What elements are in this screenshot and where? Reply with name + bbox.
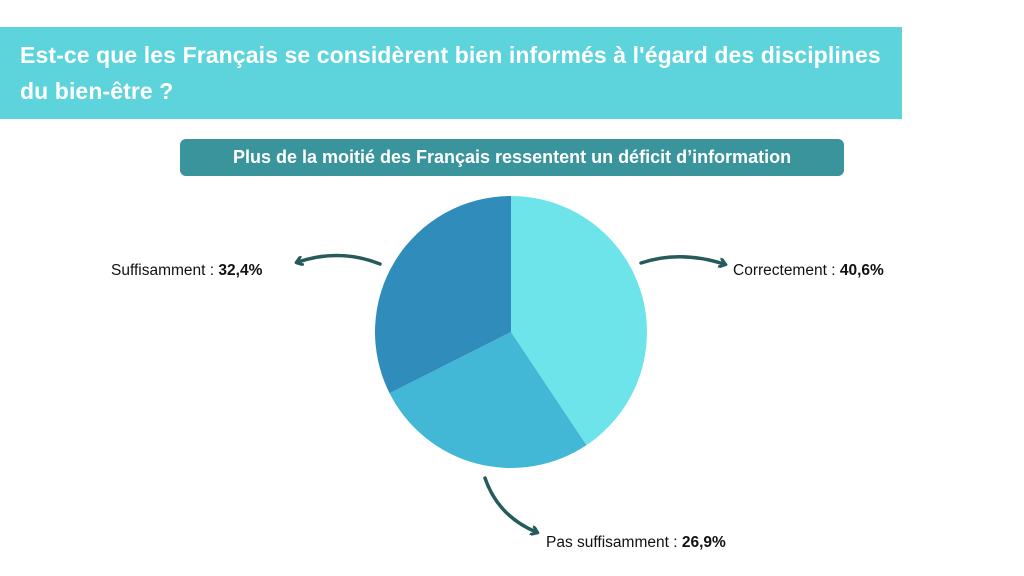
arrow-pas-suffisamment bbox=[483, 476, 536, 532]
arrow-correctement bbox=[639, 255, 724, 264]
label-pas-suffisamment: Pas suffisamment : 26,9% bbox=[546, 534, 726, 552]
page-title: Est-ce que les Français se considèrent b… bbox=[20, 42, 881, 104]
label-suffisamment: Suffisamment : 32,4% bbox=[111, 262, 262, 280]
arrow-suffisamment bbox=[298, 253, 382, 264]
subtitle-pill: Plus de la moitié des Français ressenten… bbox=[180, 139, 844, 176]
pie-slice-correctement bbox=[511, 196, 648, 446]
pie-slice-suffisamment bbox=[374, 196, 511, 394]
label-correctement-name: Correctement : bbox=[733, 262, 836, 279]
title-banner bbox=[0, 27, 902, 119]
label-pas-suffisamment-name: Pas suffisamment : bbox=[546, 534, 678, 551]
label-correctement: Correctement : 40,6% bbox=[733, 262, 884, 280]
pie-slice-pas-suffisamment bbox=[389, 332, 587, 468]
label-pas-suffisamment-value: 26,9% bbox=[681, 534, 726, 551]
label-correctement-value: 40,6% bbox=[839, 262, 884, 279]
label-suffisamment-name: Suffisamment : bbox=[111, 262, 215, 279]
label-suffisamment-value: 32,4% bbox=[218, 262, 263, 279]
